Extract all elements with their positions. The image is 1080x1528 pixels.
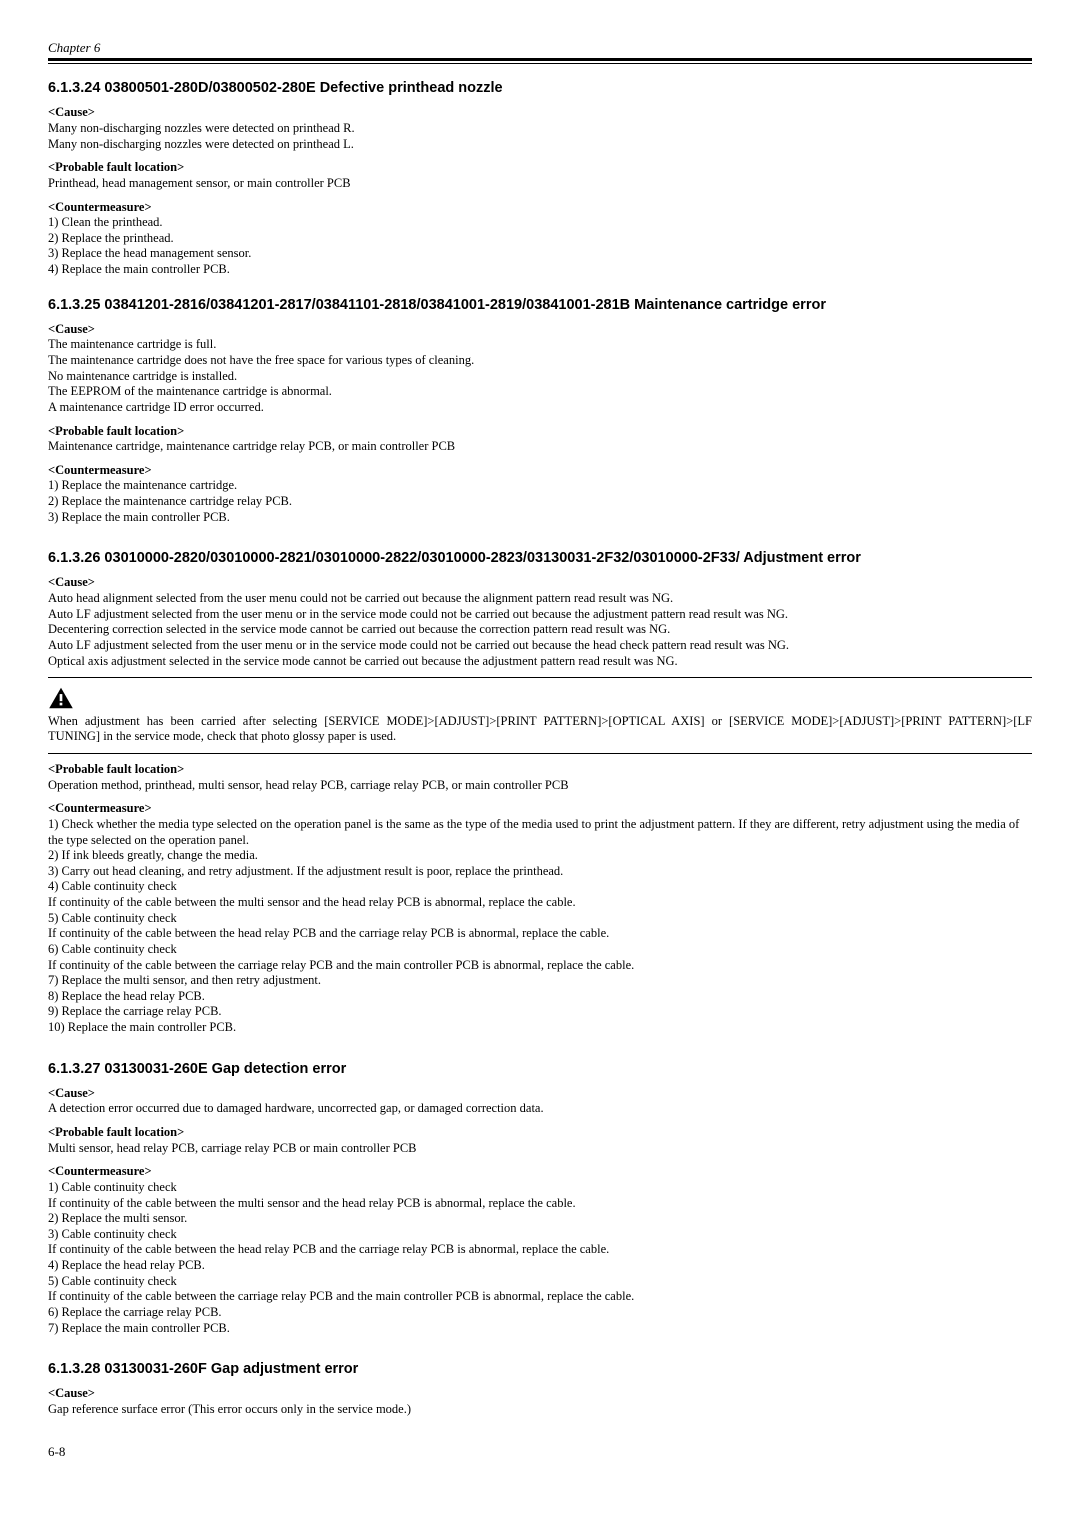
list-item: 1) Clean the printhead. [48,215,1032,231]
body-text: A detection error occurred due to damage… [48,1101,1032,1117]
list-item: If continuity of the cable between the m… [48,1196,1032,1212]
divider [48,677,1032,678]
body-text: Maintenance cartridge, maintenance cartr… [48,439,1032,455]
divider [48,753,1032,754]
list-item: 3) Replace the head management sensor. [48,246,1032,262]
countermeasure-label: <Countermeasure> [48,463,1032,479]
list-item: 5) Cable continuity check [48,1274,1032,1290]
body-text: Auto head alignment selected from the us… [48,591,1032,607]
list-item: 7) Replace the main controller PCB. [48,1321,1032,1337]
list-item: 1) Cable continuity check [48,1180,1032,1196]
section-title-26: 6.1.3.26 03010000-2820/03010000-2821/030… [48,549,1032,567]
page-number: 6-8 [48,1444,1032,1460]
body-text: Auto LF adjustment selected from the use… [48,638,1032,654]
list-item: If continuity of the cable between the h… [48,1242,1032,1258]
list-item: 9) Replace the carriage relay PCB. [48,1004,1032,1020]
probable-fault-label: <Probable fault location> [48,424,1032,440]
body-text: Multi sensor, head relay PCB, carriage r… [48,1141,1032,1157]
warning-text: When adjustment has been carried after s… [48,714,1032,745]
list-item: 2) Replace the maintenance cartridge rel… [48,494,1032,510]
warning-icon [48,687,74,709]
body-text: The EEPROM of the maintenance cartridge … [48,384,1032,400]
body-text: Gap reference surface error (This error … [48,1402,1032,1418]
probable-fault-label: <Probable fault location> [48,160,1032,176]
list-item: 7) Replace the multi sensor, and then re… [48,973,1032,989]
list-item: 3) Carry out head cleaning, and retry ad… [48,864,1032,880]
body-text: A maintenance cartridge ID error occurre… [48,400,1032,416]
body-text: Auto LF adjustment selected from the use… [48,607,1032,623]
list-item: 1) Check whether the media type selected… [48,817,1032,848]
list-item: 8) Replace the head relay PCB. [48,989,1032,1005]
probable-fault-label: <Probable fault location> [48,1125,1032,1141]
list-item: 10) Replace the main controller PCB. [48,1020,1032,1036]
section-title-25: 6.1.3.25 03841201-2816/03841201-2817/038… [48,296,1032,314]
countermeasure-label: <Countermeasure> [48,200,1032,216]
cause-label: <Cause> [48,1086,1032,1102]
chapter-header: Chapter 6 [48,40,1032,61]
list-item: 5) Cable continuity check [48,911,1032,927]
countermeasure-label: <Countermeasure> [48,801,1032,817]
list-item: 2) If ink bleeds greatly, change the med… [48,848,1032,864]
list-item: 6) Cable continuity check [48,942,1032,958]
body-text: Many non-discharging nozzles were detect… [48,137,1032,153]
list-item: 3) Replace the main controller PCB. [48,510,1032,526]
cause-label: <Cause> [48,105,1032,121]
list-item: 4) Replace the main controller PCB. [48,262,1032,278]
body-text: No maintenance cartridge is installed. [48,369,1032,385]
section-title-28: 6.1.3.28 03130031-260F Gap adjustment er… [48,1360,1032,1378]
body-text: Many non-discharging nozzles were detect… [48,121,1032,137]
body-text: The maintenance cartridge is full. [48,337,1032,353]
list-item: 2) Replace the printhead. [48,231,1032,247]
section-title-24: 6.1.3.24 03800501-280D/03800502-280E Def… [48,79,1032,97]
list-item: If continuity of the cable between the h… [48,926,1032,942]
list-item: 4) Replace the head relay PCB. [48,1258,1032,1274]
list-item: If continuity of the cable between the c… [48,958,1032,974]
body-text: Optical axis adjustment selected in the … [48,654,1032,670]
cause-label: <Cause> [48,322,1032,338]
chapter-label: Chapter 6 [48,40,100,55]
body-text: The maintenance cartridge does not have … [48,353,1032,369]
list-item: 1) Replace the maintenance cartridge. [48,478,1032,494]
probable-fault-label: <Probable fault location> [48,762,1032,778]
body-text: Decentering correction selected in the s… [48,622,1032,638]
list-item: 3) Cable continuity check [48,1227,1032,1243]
cause-label: <Cause> [48,1386,1032,1402]
list-item: 2) Replace the multi sensor. [48,1211,1032,1227]
cause-label: <Cause> [48,575,1032,591]
body-text: Printhead, head management sensor, or ma… [48,176,1032,192]
list-item: 6) Replace the carriage relay PCB. [48,1305,1032,1321]
list-item: If continuity of the cable between the m… [48,895,1032,911]
countermeasure-label: <Countermeasure> [48,1164,1032,1180]
list-item: If continuity of the cable between the c… [48,1289,1032,1305]
section-title-27: 6.1.3.27 03130031-260E Gap detection err… [48,1060,1032,1078]
list-item: 4) Cable continuity check [48,879,1032,895]
body-text: Operation method, printhead, multi senso… [48,778,1032,794]
warning-block: When adjustment has been carried after s… [48,686,1032,745]
